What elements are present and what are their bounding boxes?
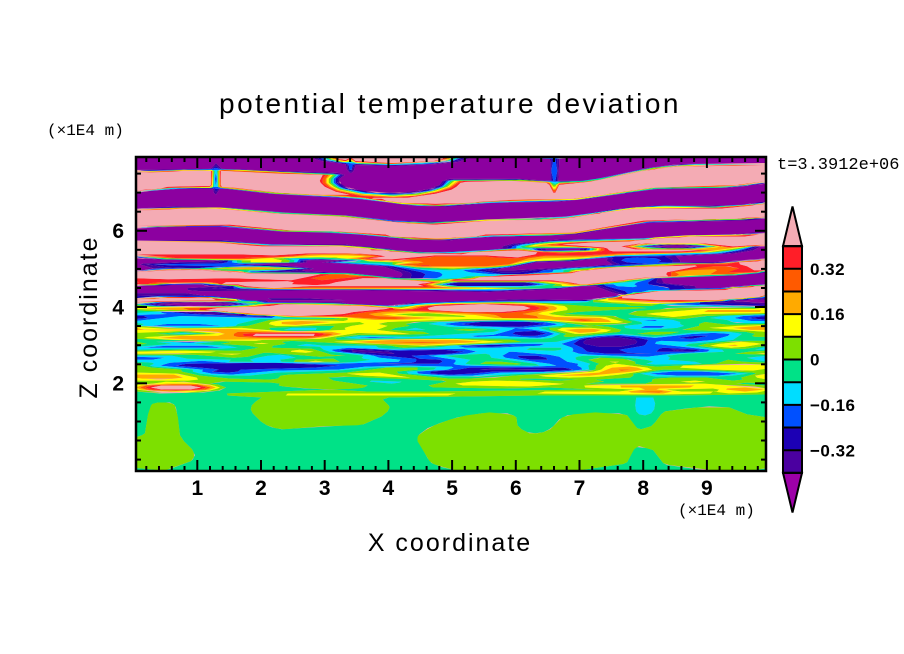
svg-text:(×1E4 m): (×1E4 m) xyxy=(678,502,755,520)
svg-text:Z coordinate: Z coordinate xyxy=(75,236,103,399)
svg-text:6: 6 xyxy=(510,477,522,500)
svg-text:potential temperature deviatio: potential temperature deviation xyxy=(219,88,681,119)
svg-text:0.16: 0.16 xyxy=(810,305,845,324)
svg-text:1: 1 xyxy=(191,477,203,500)
svg-text:−0.32: −0.32 xyxy=(810,441,856,460)
svg-text:6: 6 xyxy=(112,220,124,243)
svg-text:8: 8 xyxy=(637,477,649,500)
svg-text:3: 3 xyxy=(319,477,331,500)
svg-text:4: 4 xyxy=(112,296,124,319)
svg-text:4: 4 xyxy=(383,477,395,500)
svg-text:2: 2 xyxy=(112,372,124,395)
svg-text:0: 0 xyxy=(810,351,820,370)
svg-text:−0.16: −0.16 xyxy=(810,396,856,415)
svg-text:2: 2 xyxy=(255,477,267,500)
svg-text:t=3.3912e+06: t=3.3912e+06 xyxy=(777,156,899,175)
svg-text:0.32: 0.32 xyxy=(810,260,845,279)
svg-text:7: 7 xyxy=(574,477,586,500)
svg-text:9: 9 xyxy=(701,477,713,500)
svg-text:5: 5 xyxy=(446,477,458,500)
svg-text:X coordinate: X coordinate xyxy=(368,529,532,557)
svg-text:(×1E4 m): (×1E4 m) xyxy=(47,122,124,140)
